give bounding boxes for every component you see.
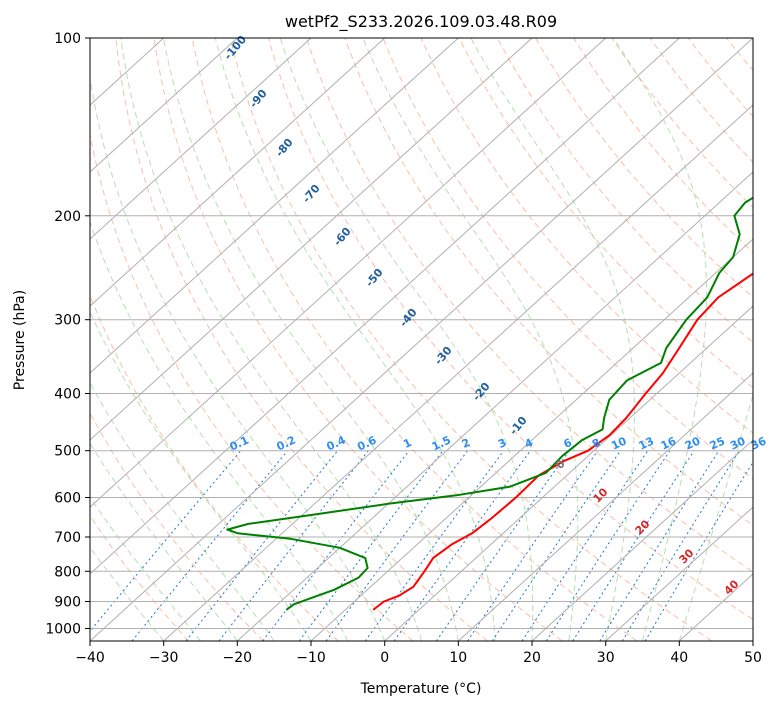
x-tick-label: 20 [523,650,541,666]
mixing-ratio-label: 36 [749,434,769,452]
y-axis-label: Pressure (hPa) [12,290,28,390]
y-tick-label: 200 [54,209,81,225]
dry-adiabat-line [573,38,753,254]
background-lines [90,38,753,641]
y-tick-label: 500 [54,444,81,460]
mixing-ratio-line [90,450,242,632]
isotherm-line [90,38,533,441]
mixing-ratio-label: 16 [659,434,679,452]
isotherm-line [90,38,459,374]
series-lines [226,196,753,611]
dry-adiabat-line [153,38,563,641]
moist-adiabat-line [470,38,635,641]
moist-adiabat-line [90,310,312,641]
mixing-ratio-label: 30 [728,434,748,452]
moist-adiabat-line [120,38,422,641]
mixing-ratio-label: 20 [683,434,703,452]
dry-adiabat-line [458,38,753,389]
y-tick-label: 300 [54,313,81,329]
mixing-ratio-line [621,450,740,641]
moist-adiabat-line [678,393,753,641]
y-tick-label: 600 [54,491,81,507]
moist-adiabat-line [362,38,579,641]
moist-adiabat-line [214,38,496,641]
dry-adiabat-line [90,132,414,641]
dry-adiabat-line [496,38,753,344]
isotherm-line [90,38,753,641]
moist-adiabat-line [613,38,708,641]
x-tick-label: −20 [223,650,253,666]
mixing-ratio-line [218,450,369,641]
x-tick-label: 50 [744,650,762,666]
dry-adiabat-line [535,38,753,299]
mixing-ratio-line [325,450,468,641]
mixing-ratio-line [364,450,505,641]
x-tick-label: −30 [149,650,179,666]
dry-adiabat-line [229,38,712,641]
y-tick-label: 400 [54,387,81,403]
y-tick-label: 700 [54,530,81,546]
mixing-ratio-line [131,450,288,641]
isotherm-line [90,38,607,508]
isotherm-line [163,104,753,641]
moist-adiabat-line [90,74,386,641]
dry-adiabat-line [306,38,753,573]
isotherm-line [531,439,753,641]
mixing-ratio-label: 25 [708,434,727,452]
mixing-ratio-line [599,450,720,641]
y-tick-label: 100 [54,31,81,47]
plot-frame [89,37,754,642]
x-axis-label: Temperature (°C) [360,681,482,697]
dry-adiabat-line [344,38,753,526]
dry-adiabat-line [90,294,339,641]
grid-lines [90,38,753,641]
x-tick-label: 30 [597,650,615,666]
mixing-ratio-line [393,450,531,641]
x-tick-label: 10 [449,650,467,666]
moist-adiabat-line [279,38,534,641]
isotherm-line [90,38,312,240]
dry-adiabat-line [649,38,753,163]
y-tick-label: 800 [54,564,81,580]
dry-adiabat-line [191,38,638,641]
x-tick-label: −40 [75,650,105,666]
isotherm-line [90,38,680,575]
mixing-ratio-line [262,450,410,641]
mixing-ratio-label: 13 [637,434,656,452]
isotherm-line [457,372,753,641]
isotherm-line [605,506,753,641]
axes: −40 −30 −20 −10 0 10 20 30 40 50 100 200 300 400 500 60… [45,31,762,666]
mixing-ratio-line [572,450,695,641]
x-tick-label: −10 [296,650,326,666]
dry-adiabat-line [90,411,264,641]
isotherm-line [384,305,753,641]
dry-adiabat-line [382,38,753,480]
isotherm-line [90,38,386,307]
mixing-ratio-line [521,450,649,641]
dewpoint-profile-line [226,196,753,611]
isotherm-line [90,38,238,173]
mixing-ratio-line [545,450,671,641]
x-tick-label: 40 [670,650,688,666]
isotherm-line [236,171,753,641]
isotherm-line [310,238,753,641]
moist-adiabat-line [162,38,459,641]
y-tick-label: 900 [54,595,81,611]
temperature-profile-line [372,272,753,611]
x-tick-label: 0 [380,650,389,666]
mixing-ratio-label: 10 [609,434,629,452]
y-tick-label: 1000 [45,622,81,638]
moist-adiabat-line [90,220,349,641]
chart-title: wetPf2_S233.2026.109.03.48.R09 [285,12,557,32]
